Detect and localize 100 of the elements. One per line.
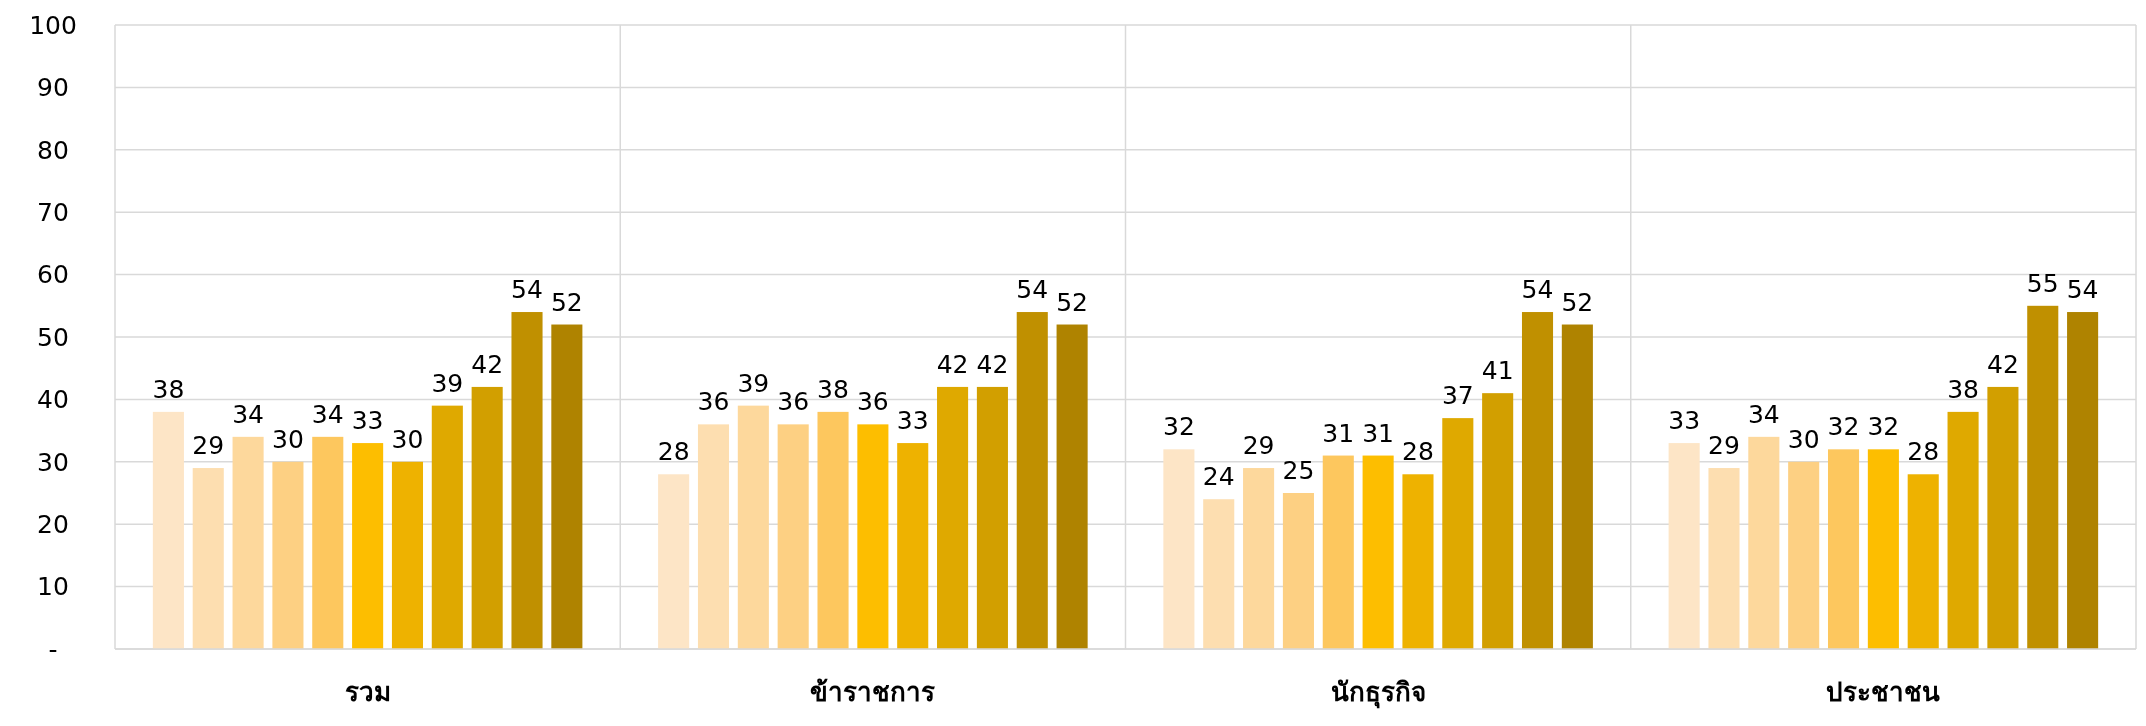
bar bbox=[1867, 449, 1899, 649]
bar bbox=[312, 436, 344, 649]
bar bbox=[1056, 324, 1088, 649]
y-tick-label: 30 bbox=[37, 447, 69, 477]
data-label: 30 bbox=[1787, 424, 1820, 454]
x-tick-label: ประชาชน bbox=[1826, 677, 1941, 707]
data-label: 31 bbox=[1322, 418, 1355, 448]
y-tick-label: 70 bbox=[37, 197, 69, 227]
data-label: 52 bbox=[1561, 287, 1594, 317]
bar bbox=[1708, 468, 1740, 649]
x-tick-label: ข้าราชการ bbox=[810, 677, 936, 707]
data-label: 34 bbox=[1747, 399, 1780, 429]
data-label: 34 bbox=[311, 399, 344, 429]
bar bbox=[192, 468, 224, 649]
bar bbox=[511, 312, 543, 649]
data-label: 29 bbox=[1708, 431, 1740, 461]
data-label: 36 bbox=[697, 387, 730, 417]
y-tick-label: 50 bbox=[37, 322, 69, 352]
bar bbox=[1668, 443, 1700, 649]
bar bbox=[857, 424, 889, 649]
data-label: 38 bbox=[817, 374, 849, 404]
data-label: 33 bbox=[896, 406, 929, 436]
bar bbox=[937, 386, 969, 649]
data-label: 25 bbox=[1282, 456, 1315, 485]
bar bbox=[232, 436, 264, 649]
data-label: 28 bbox=[1907, 437, 1940, 467]
data-label: 29 bbox=[1242, 431, 1275, 461]
data-label: 34 bbox=[232, 399, 264, 429]
y-tick-label: 100 bbox=[29, 10, 77, 40]
data-label: 54 bbox=[2066, 275, 2099, 305]
data-label: 29 bbox=[192, 431, 225, 461]
data-label: 30 bbox=[272, 424, 304, 454]
y-tick-label: 80 bbox=[37, 135, 69, 165]
data-label: 28 bbox=[657, 437, 690, 467]
y-tick-label: 10 bbox=[37, 572, 69, 602]
bar bbox=[1561, 324, 1593, 649]
bar bbox=[1362, 455, 1394, 649]
data-label: 52 bbox=[550, 287, 583, 317]
data-label: 32 bbox=[1827, 412, 1860, 442]
data-label: 52 bbox=[1056, 287, 1089, 317]
y-tick-label: - bbox=[48, 634, 58, 664]
data-label: 54 bbox=[511, 275, 543, 305]
bar bbox=[1203, 499, 1235, 649]
bar bbox=[777, 424, 809, 649]
data-label: 42 bbox=[1987, 349, 2019, 379]
bar bbox=[1163, 449, 1195, 649]
y-tick-label: 20 bbox=[37, 509, 69, 539]
bar bbox=[272, 461, 304, 649]
data-label: 36 bbox=[777, 387, 810, 417]
data-label: 54 bbox=[1521, 275, 1554, 305]
bar bbox=[1282, 493, 1314, 649]
bar bbox=[1243, 468, 1275, 649]
bar bbox=[431, 405, 463, 649]
y-tick-label: 60 bbox=[37, 260, 69, 290]
bar bbox=[1987, 386, 2019, 649]
bar bbox=[697, 424, 730, 649]
bar bbox=[391, 461, 424, 649]
bar bbox=[976, 386, 1008, 649]
x-tick-label: นักธุรกิจ bbox=[1330, 677, 1426, 709]
data-label: 36 bbox=[856, 387, 889, 417]
bar bbox=[897, 443, 929, 649]
data-label: 41 bbox=[1481, 356, 1514, 386]
bar bbox=[152, 411, 184, 649]
bar bbox=[352, 443, 384, 649]
data-label: 38 bbox=[152, 374, 185, 404]
data-label: 33 bbox=[1668, 406, 1701, 436]
data-label: 37 bbox=[1441, 381, 1474, 411]
bar bbox=[2067, 312, 2099, 649]
bar bbox=[737, 405, 769, 649]
bar bbox=[1827, 449, 1860, 649]
bar bbox=[2027, 305, 2059, 649]
data-label: 55 bbox=[2026, 268, 2059, 298]
data-label: 42 bbox=[936, 349, 969, 379]
data-label: 24 bbox=[1202, 462, 1235, 492]
data-label: 33 bbox=[351, 406, 384, 436]
bar bbox=[1322, 455, 1354, 649]
bar bbox=[1788, 461, 1820, 649]
bar bbox=[1521, 312, 1554, 649]
bar bbox=[1947, 411, 1979, 649]
data-label: 32 bbox=[1867, 412, 1900, 442]
bar bbox=[1907, 474, 1939, 649]
data-label: 32 bbox=[1162, 412, 1195, 442]
data-label: 54 bbox=[1016, 275, 1049, 305]
data-label: 31 bbox=[1362, 418, 1395, 448]
data-label: 42 bbox=[471, 349, 504, 379]
data-label: 28 bbox=[1402, 437, 1434, 467]
data-label: 42 bbox=[976, 349, 1009, 379]
data-label: 39 bbox=[431, 368, 464, 398]
y-tick-label: 40 bbox=[37, 385, 69, 415]
bar bbox=[658, 474, 690, 649]
bar bbox=[817, 411, 849, 649]
data-label: 39 bbox=[737, 368, 770, 398]
bar bbox=[471, 386, 503, 649]
bar bbox=[1442, 418, 1474, 649]
bar bbox=[1402, 474, 1434, 649]
bar bbox=[551, 324, 583, 649]
bar bbox=[1748, 436, 1780, 649]
x-tick-label: รวม bbox=[344, 677, 391, 707]
data-label: 30 bbox=[391, 424, 424, 454]
bar bbox=[1482, 393, 1514, 649]
